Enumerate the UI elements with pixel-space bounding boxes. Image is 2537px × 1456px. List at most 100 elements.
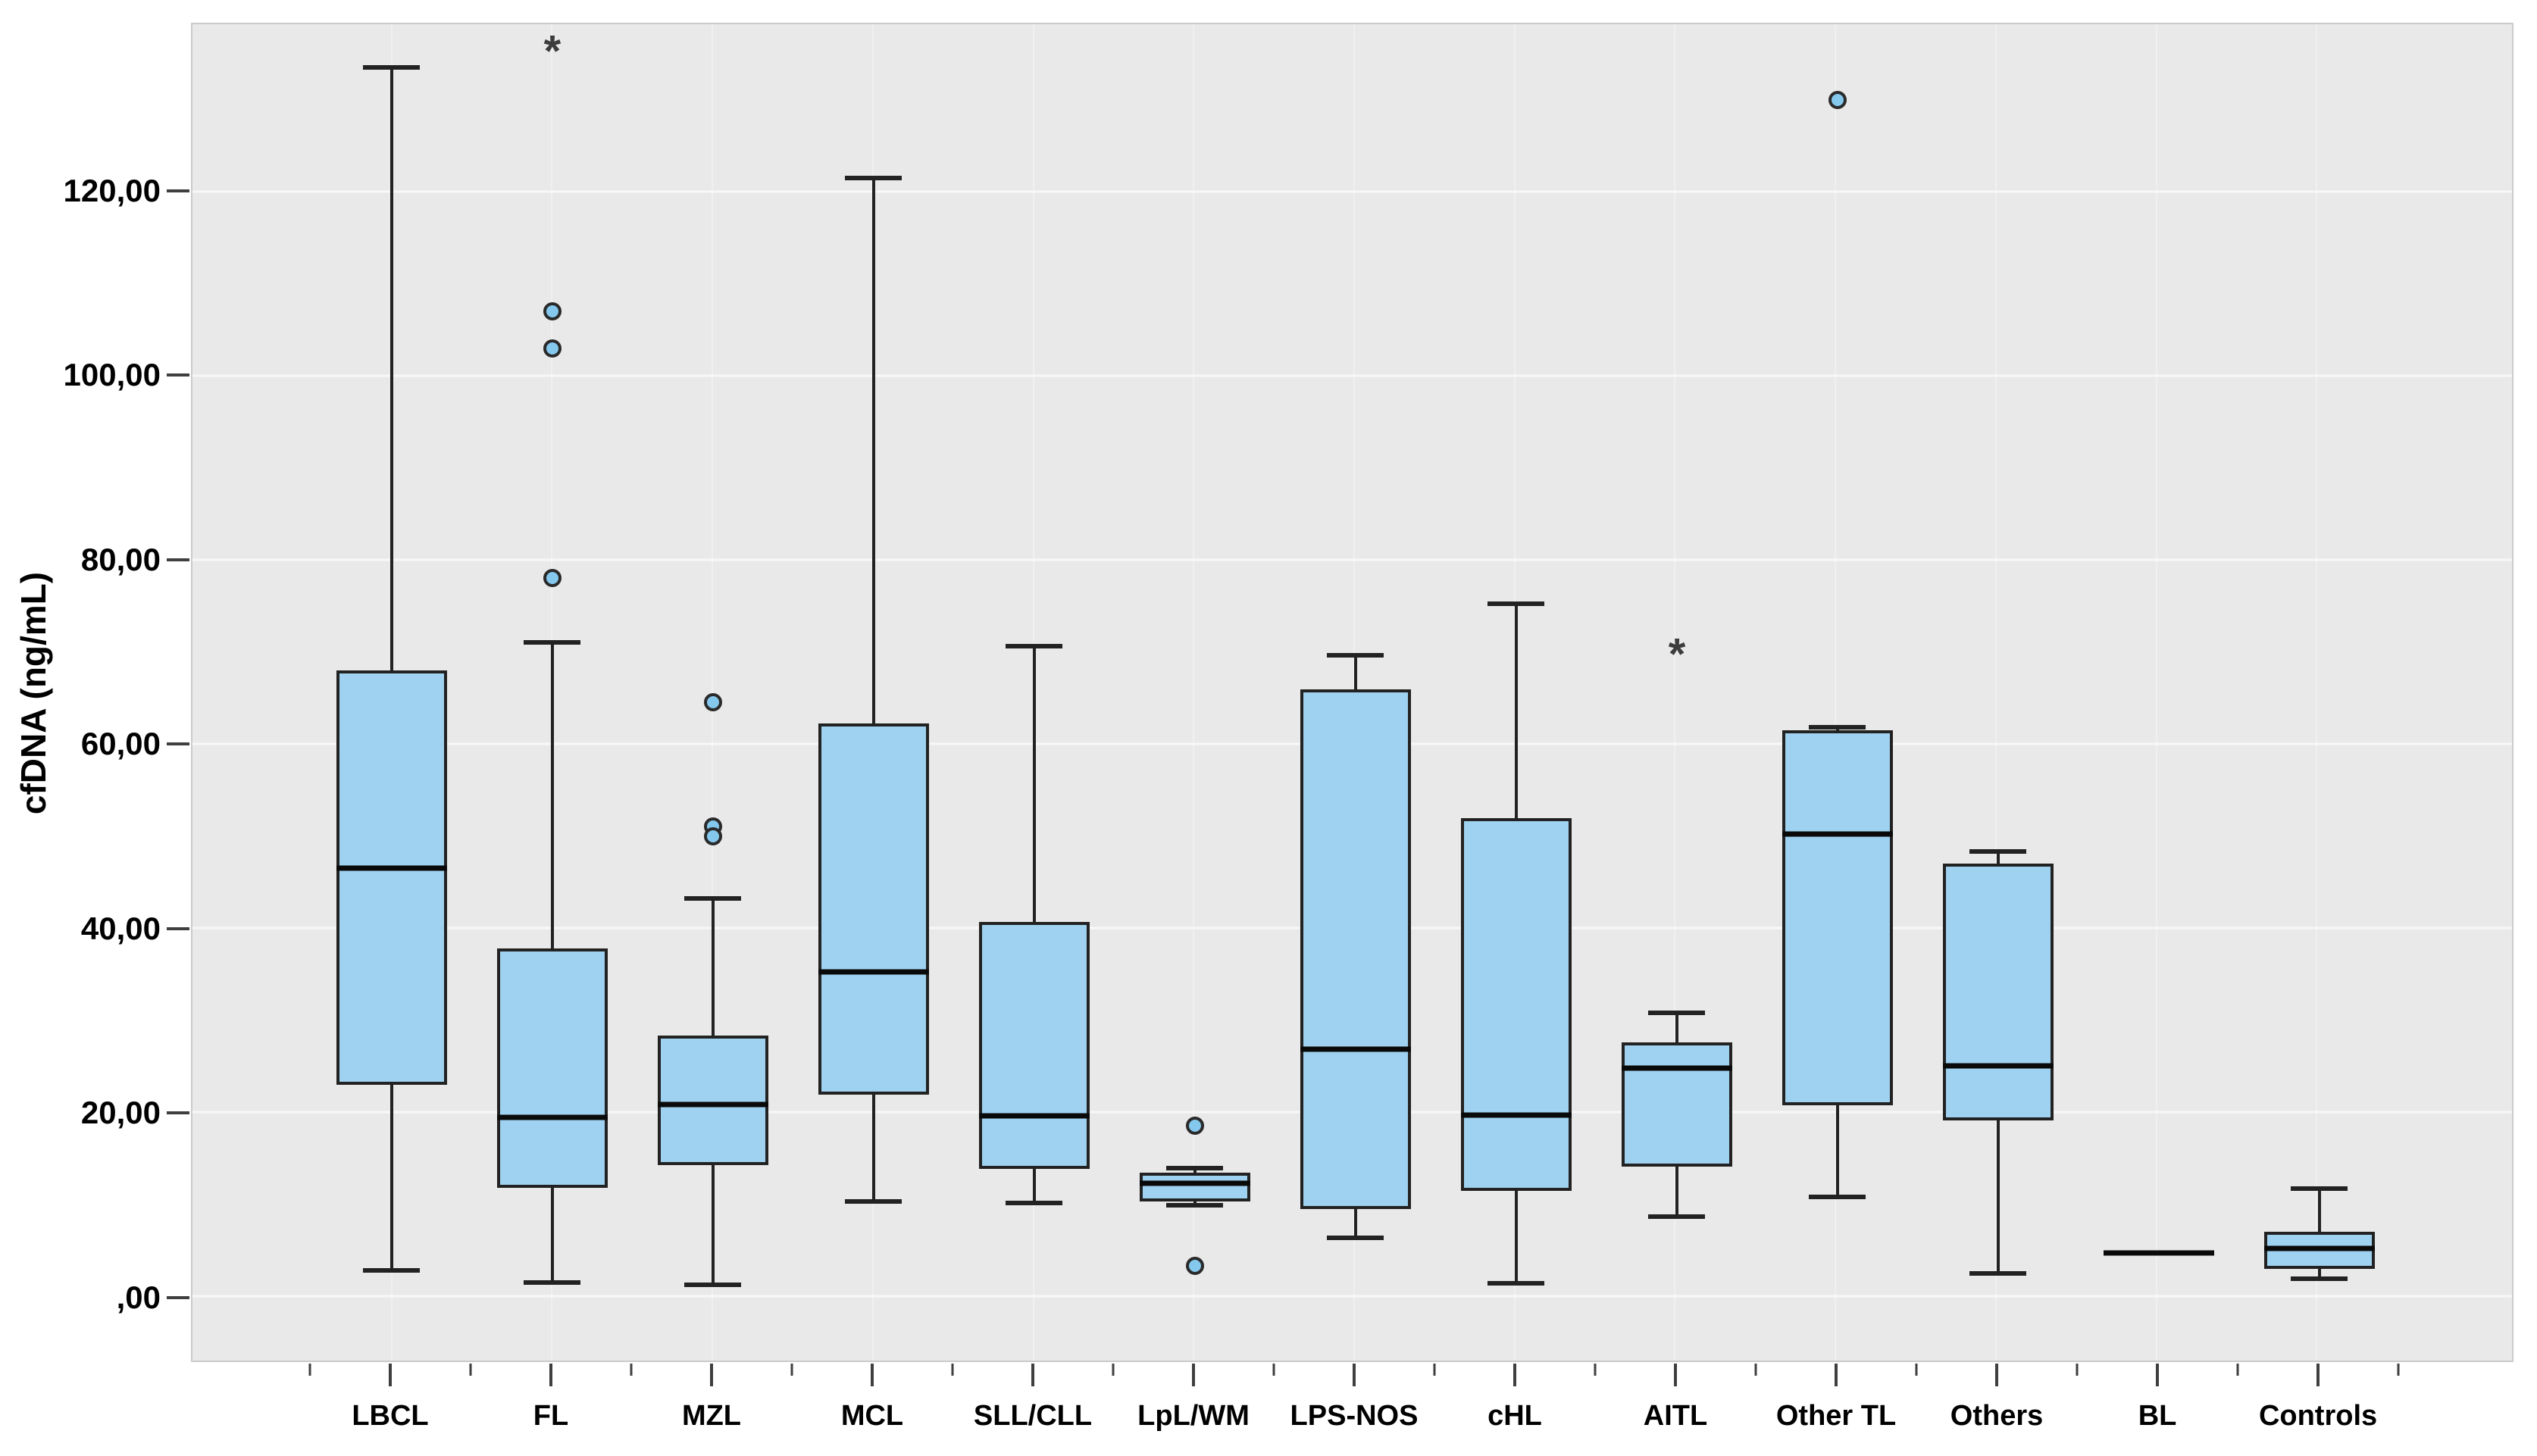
iqr-box [1622,1042,1733,1167]
x-axis-tick-minor [2236,1364,2239,1376]
x-axis-label: LPS-NOS [1290,1400,1419,1432]
x-axis-tick-major [2156,1364,2160,1386]
box-group-mcl [818,24,929,1361]
x-axis-tick-major [1674,1364,1678,1386]
outlier-point [543,302,562,321]
vertical-gridline [1513,24,1516,1361]
whisker-cap-low [1166,1202,1223,1208]
whisker-cap-low [1327,1236,1384,1241]
whisker-cap-high [1809,725,1866,730]
vertical-gridline [1674,24,1676,1361]
whisker-cap-high [1648,1010,1706,1015]
vertical-gridline [2316,24,2318,1361]
y-axis-title: cfDNA (ng/mL) [14,571,53,815]
y-axis-tick [167,189,189,192]
median-line [1782,831,1894,837]
x-axis-tick-minor [2076,1364,2079,1376]
outlier-point [1186,1256,1204,1275]
box-group-other-tl [1782,24,1894,1361]
vertical-gridline [1193,24,1195,1361]
box-group-sll-cll [979,24,1090,1361]
iqr-box [496,948,608,1188]
y-axis-tick-label: 60,00 [80,726,161,762]
median-line [1461,1112,1572,1118]
box-group-fl: * [496,24,608,1361]
median-line [818,969,929,975]
vertical-gridline [1835,24,1837,1361]
y-axis-tick-label: 40,00 [80,910,161,946]
vertical-gridline [2155,24,2157,1361]
x-axis-label: LpL/WM [1137,1400,1250,1432]
x-axis-tick-major [1995,1364,1999,1386]
whisker-line [389,67,393,1270]
horizontal-gridline [192,558,2512,561]
y-axis-tick [167,558,189,561]
x-axis-tick-minor [1754,1364,1757,1376]
median-line [2264,1245,2376,1251]
x-axis-label: Others [1950,1400,2044,1432]
whisker-cap-high [1969,849,2027,855]
plot-area: * * [191,23,2514,1362]
whisker-cap-low [362,1267,420,1273]
whisker-line [871,177,875,1201]
whisker-cap-low [1648,1214,1706,1220]
y-axis-tick [167,1295,189,1299]
x-axis-label: MCL [840,1400,904,1432]
x-axis-tick-minor [1112,1364,1115,1376]
median-line [1622,1065,1733,1071]
x-axis-label: SLL/CLL [973,1400,1093,1432]
box-group-chl [1461,24,1572,1361]
horizontal-gridline [192,374,2512,377]
whisker-cap-high [684,896,741,901]
x-axis-tick-major [1835,1364,1838,1386]
box-group-bl [2104,24,2215,1361]
outlier-point [543,339,562,358]
x-axis-tick-major [1513,1364,1517,1386]
x-axis-tick-minor [308,1364,311,1376]
y-axis-tick-label: 80,00 [80,541,161,577]
x-axis-tick-major [1031,1364,1034,1386]
y-axis-tick-label: 20,00 [80,1095,161,1131]
whisker-cap-high [523,640,580,645]
y-axis-tick-label: 100,00 [63,357,161,393]
y-axis-tick [167,1111,189,1115]
x-axis-tick-major [388,1364,392,1386]
y-axis-tick [167,742,189,746]
horizontal-gridline [192,1295,2512,1298]
x-axis-label: MZL [681,1400,742,1432]
iqr-box [657,1036,768,1166]
y-axis-tick [167,926,189,930]
whisker-cap-high [1006,644,1062,649]
x-axis-tick-minor [1594,1364,1597,1376]
single-value-line [2104,1250,2215,1256]
median-line [657,1101,768,1108]
x-axis-tick-major [709,1364,713,1386]
iqr-box [1461,818,1572,1192]
whisker-cap-low [844,1198,902,1204]
whisker-cap-high [1487,601,1545,607]
median-line [1140,1180,1250,1186]
box-group-others [1943,24,2054,1361]
y-axis-tick-label: 120,00 [63,172,161,208]
x-axis-tick-major [2316,1364,2320,1386]
box-group-lbcl [336,24,447,1361]
vertical-gridline [712,24,714,1361]
x-axis-tick-major [1353,1364,1356,1386]
box-group-aitl: * [1622,24,1733,1361]
median-line [336,865,447,871]
extreme-point: * [1668,630,1686,680]
x-axis-tick-minor [1272,1364,1275,1376]
whisker-cap-low [1809,1194,1866,1199]
x-axis-label: LBCL [352,1400,429,1432]
median-line [979,1113,1090,1119]
box-group-controls [2264,24,2376,1361]
x-axis-tick-minor [469,1364,472,1376]
x-axis-tick-minor [1433,1364,1436,1376]
median-line [1943,1063,2054,1069]
median-line [1300,1046,1411,1052]
iqr-box [1943,863,2054,1120]
iqr-box [1300,689,1411,1209]
y-axis-tick-label: ,00 [116,1279,161,1315]
x-axis-label: cHL [1487,1400,1542,1432]
